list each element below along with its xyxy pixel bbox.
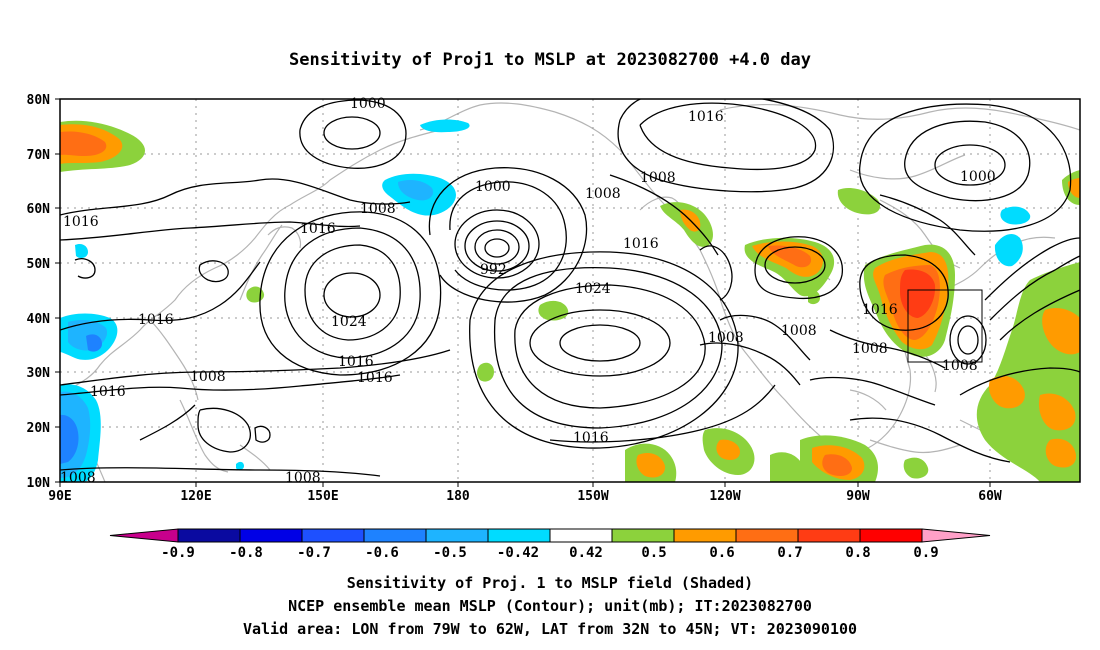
longitude-labels: 90E 120E 150E 180 150W 120W 90W 60W <box>48 489 1002 504</box>
lon-label: 90E <box>48 489 71 504</box>
colorbar-swatch <box>611 528 675 543</box>
latitude-labels: 80N 70N 60N 50N 40N 30N 20N 10N <box>27 93 51 491</box>
lat-label: 20N <box>27 421 51 436</box>
colorbar-swatch <box>549 528 613 543</box>
colorbar-label: 0.42 <box>569 545 603 561</box>
lat-label: 30N <box>27 366 51 381</box>
lat-label: 40N <box>27 312 51 327</box>
positive-sensitivity-shading <box>60 120 1080 482</box>
lat-label: 80N <box>27 93 51 108</box>
contour-label: 1000 <box>350 96 386 112</box>
colorbar-swatch <box>797 528 861 543</box>
lat-label: 60N <box>27 202 51 217</box>
lon-label: 150E <box>307 489 338 504</box>
contour-label: 1008 <box>708 330 744 346</box>
contour-label: 1008 <box>781 323 817 339</box>
colorbar-label: -0.6 <box>365 545 399 561</box>
colorbar-label: 0.6 <box>709 545 734 561</box>
map-title: Sensitivity of Proj1 to MSLP at 20230827… <box>289 50 811 70</box>
contour-labels: 1000 1016 1008 1016 1000 1008 1016 1008 … <box>60 96 996 486</box>
valid-area-box <box>907 289 983 363</box>
contour-label: 1016 <box>573 430 609 446</box>
colorbar-label: -0.7 <box>297 545 331 561</box>
lon-label: 180 <box>446 489 470 504</box>
colorbar-swatch <box>487 528 551 543</box>
colorbar-swatch <box>859 528 923 543</box>
contour-label: 1008 <box>852 341 888 357</box>
contour-label: 1008 <box>640 170 676 186</box>
contour-label: 1024 <box>331 314 367 330</box>
contour-label: 1008 <box>360 201 396 217</box>
lon-label: 120W <box>709 489 740 504</box>
contour-label: 1008 <box>942 358 978 374</box>
negative-sensitivity-shading <box>60 119 1031 482</box>
colorbar-swatch <box>301 528 365 543</box>
contour-label: 992 <box>480 262 507 278</box>
colorbar-label: -0.5 <box>433 545 467 561</box>
colorbar-label: -0.9 <box>161 545 195 561</box>
lon-label: 60W <box>978 489 1002 504</box>
caption-line-1: Sensitivity of Proj. 1 to MSLP field (Sh… <box>346 574 754 592</box>
colorbar-swatch <box>363 528 427 543</box>
colorbar-label: 0.8 <box>845 545 870 561</box>
mslp-contours <box>60 99 1080 477</box>
lon-label: 150W <box>577 489 608 504</box>
contour-label: 1016 <box>357 370 393 386</box>
map-frame <box>59 98 1081 483</box>
colorbar-end-low <box>109 528 179 543</box>
contour-label: 1008 <box>60 470 96 486</box>
contour-label: 1016 <box>688 109 724 125</box>
contour-label: 1016 <box>338 354 374 370</box>
colorbar-label: 0.5 <box>641 545 666 561</box>
contour-label: 1016 <box>138 312 174 328</box>
contour-label: 1016 <box>90 384 126 400</box>
lat-label: 70N <box>27 148 51 163</box>
contour-label: 1016 <box>623 236 659 252</box>
colorbar-end-high <box>921 528 991 543</box>
lon-label: 90W <box>846 489 870 504</box>
colorbar-label: -0.42 <box>497 545 539 561</box>
axis-ticks <box>55 98 991 487</box>
colorbar <box>109 528 991 543</box>
colorbar-swatch <box>673 528 737 543</box>
colorbar-label: -0.8 <box>229 545 263 561</box>
caption-line-3: Valid area: LON from 79W to 62W, LAT fro… <box>242 620 858 638</box>
colorbar-labels: -0.9 -0.8 -0.7 -0.6 -0.5 -0.42 0.42 0.5 … <box>161 545 939 561</box>
colorbar-label: 0.7 <box>777 545 802 561</box>
contour-label: 1016 <box>63 214 99 230</box>
contour-label: 1000 <box>475 179 511 195</box>
contour-label: 1016 <box>300 221 336 237</box>
lat-label: 10N <box>27 476 51 491</box>
colorbar-swatch <box>239 528 303 543</box>
contour-label: 1000 <box>960 169 996 185</box>
colorbar-swatch <box>425 528 489 543</box>
caption-line-2: NCEP ensemble mean MSLP (Contour); unit(… <box>288 597 812 615</box>
contour-label: 1008 <box>285 470 321 486</box>
lon-label: 120E <box>180 489 211 504</box>
contour-label: 1024 <box>575 281 611 297</box>
colorbar-label: 0.9 <box>913 545 938 561</box>
lat-label: 50N <box>27 257 51 272</box>
colorbar-swatch <box>177 528 241 543</box>
contour-label: 1016 <box>862 302 898 318</box>
colorbar-swatch <box>735 528 799 543</box>
contour-label: 1008 <box>190 369 226 385</box>
contour-label: 1008 <box>585 186 621 202</box>
